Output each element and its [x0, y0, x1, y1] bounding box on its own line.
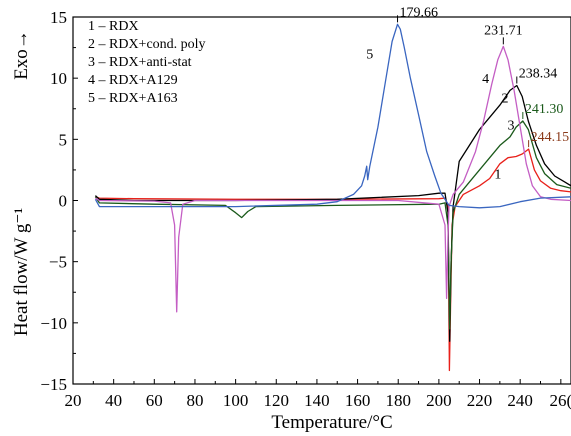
x-tick-label: 240	[507, 391, 533, 410]
x-tick-label: 140	[304, 391, 330, 410]
y-tick-label: −5	[49, 253, 67, 272]
y-tick-label: 10	[50, 69, 67, 88]
exo-direction-label: Exo→	[11, 30, 32, 80]
series-line-3	[94, 120, 571, 330]
legend-entry: 5 – RDX+A163	[88, 91, 178, 106]
series-line-2	[94, 84, 571, 342]
curve-number-label: 3	[508, 119, 515, 134]
x-tick-label: 20	[65, 391, 82, 410]
series-line-4	[95, 45, 571, 313]
peak-label: 244.15	[531, 130, 570, 145]
curve-number-label: 2	[501, 92, 508, 107]
peak-label: 179.66	[400, 5, 439, 20]
series-line-5	[94, 23, 571, 209]
legend: 1 – RDX 2 – RDX+cond. poly 3 – RDX+anti-…	[88, 19, 206, 106]
x-tick-label: 180	[385, 391, 411, 410]
x-tick-label: 200	[426, 391, 452, 410]
legend-entry: 4 – RDX+A129	[88, 73, 178, 88]
x-tick-label: 40	[105, 391, 122, 410]
y-tick-label: 5	[59, 130, 68, 149]
y-tick-label: −10	[40, 314, 67, 333]
curve-number-label: 4	[482, 72, 489, 87]
x-tick-label: 220	[467, 391, 493, 410]
y-tick-label: 0	[59, 192, 68, 211]
x-tick-label: 100	[223, 391, 249, 410]
x-tick-label: 160	[345, 391, 371, 410]
peak-label: 231.71	[484, 23, 523, 38]
peak-label: 241.30	[525, 102, 564, 117]
peak-label: 238.34	[519, 67, 558, 82]
y-tick-label: −15	[40, 375, 67, 394]
legend-entry: 2 – RDX+cond. poly	[88, 37, 206, 52]
y-axis-label: Heat flow/W g⁻¹	[11, 208, 32, 337]
x-axis-label: Temperature/°C	[271, 412, 392, 433]
x-tick-label: 26(	[550, 391, 571, 410]
y-tick-label: 15	[50, 8, 67, 27]
legend-entry: 3 – RDX+anti-stat	[88, 55, 192, 70]
legend-entry: 1 – RDX	[88, 19, 139, 34]
curve-number-label: 1	[494, 167, 501, 182]
curve-number-label: 5	[366, 48, 373, 63]
x-tick-label: 80	[186, 391, 203, 410]
x-tick-label: 120	[264, 391, 290, 410]
x-tick-label: 60	[146, 391, 163, 410]
